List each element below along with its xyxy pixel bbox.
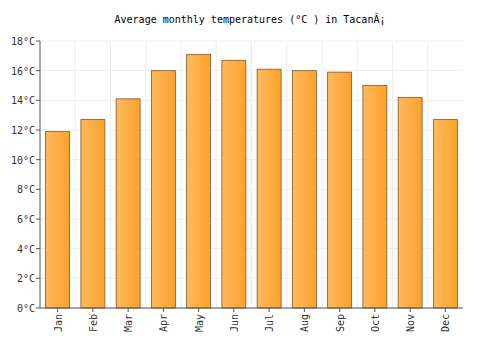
y-tick-label: 4°C: [17, 244, 35, 255]
y-tick-label: 0°C: [17, 303, 35, 314]
y-tick-label: 16°C: [11, 66, 35, 77]
grid-line-vertical: [392, 41, 393, 308]
x-tick-mark: [304, 308, 305, 312]
tick-mark: [36, 70, 40, 71]
x-tick-mark: [339, 308, 340, 312]
bar: [151, 71, 175, 308]
x-tick-label: Apr: [158, 314, 169, 332]
tick-mark: [36, 219, 40, 220]
grid-line-vertical: [251, 41, 252, 308]
grid-line-vertical: [145, 41, 146, 308]
grid-line-vertical: [216, 41, 217, 308]
y-tick-label: 18°C: [11, 36, 35, 47]
x-tick-mark: [128, 308, 129, 312]
tick-mark: [36, 308, 40, 309]
x-tick-mark: [410, 308, 411, 312]
x-tick-label: Mar: [123, 314, 134, 332]
tick-mark: [36, 189, 40, 190]
grid-line-vertical: [110, 41, 111, 308]
bar: [363, 86, 387, 309]
x-tick-mark: [92, 308, 93, 312]
tick-mark: [36, 41, 40, 42]
x-tick-label: Nov: [405, 314, 416, 332]
y-tick-label: 10°C: [11, 155, 35, 166]
grid-line-vertical: [181, 41, 182, 308]
bar: [292, 71, 316, 308]
x-tick-label: Dec: [440, 314, 451, 332]
x-tick-mark: [445, 308, 446, 312]
grid-line-vertical: [75, 41, 76, 308]
title: Average monthly temperatures (°C ) in Ta…: [115, 13, 386, 25]
x-tick-mark: [57, 308, 58, 312]
bar: [46, 131, 70, 308]
bar: [398, 97, 422, 308]
x-tick-mark: [269, 308, 270, 312]
grid-line: [40, 308, 463, 309]
x-tick-mark: [233, 308, 234, 312]
y-tick-label: 8°C: [17, 184, 35, 195]
y-axis: [40, 41, 41, 308]
grid-line-vertical: [322, 41, 323, 308]
tick-mark: [36, 100, 40, 101]
y-tick-label: 2°C: [17, 273, 35, 284]
bar: [328, 72, 352, 308]
y-tick-label: 6°C: [17, 214, 35, 225]
tick-mark: [36, 130, 40, 131]
x-tick-label: Oct: [370, 314, 381, 332]
tick-mark: [36, 248, 40, 249]
x-tick-mark: [163, 308, 164, 312]
x-tick-label: Jun: [229, 314, 240, 332]
bar: [433, 120, 457, 308]
x-tick-label: Jul: [264, 314, 275, 332]
y-tick-label: 12°C: [11, 125, 35, 136]
x-tick-label: Aug: [299, 314, 310, 332]
grid-line-vertical: [357, 41, 358, 308]
x-axis: [40, 308, 463, 309]
bar: [222, 60, 246, 308]
bar: [257, 69, 281, 308]
bar: [116, 99, 140, 308]
x-tick-label: Jan: [53, 314, 64, 332]
chart: Average monthly temperatures (°C ) in Ta…: [0, 0, 500, 350]
bar: [81, 120, 105, 308]
bar: [187, 54, 211, 308]
x-tick-label: Sep: [335, 314, 346, 332]
x-tick-label: Feb: [88, 314, 99, 332]
x-tick-label: May: [194, 314, 205, 332]
tick-mark: [36, 278, 40, 279]
tick-mark: [36, 159, 40, 160]
grid-line-vertical: [286, 41, 287, 308]
grid-line-vertical: [427, 41, 428, 308]
x-tick-mark: [198, 308, 199, 312]
x-tick-mark: [374, 308, 375, 312]
y-tick-label: 14°C: [11, 95, 35, 106]
